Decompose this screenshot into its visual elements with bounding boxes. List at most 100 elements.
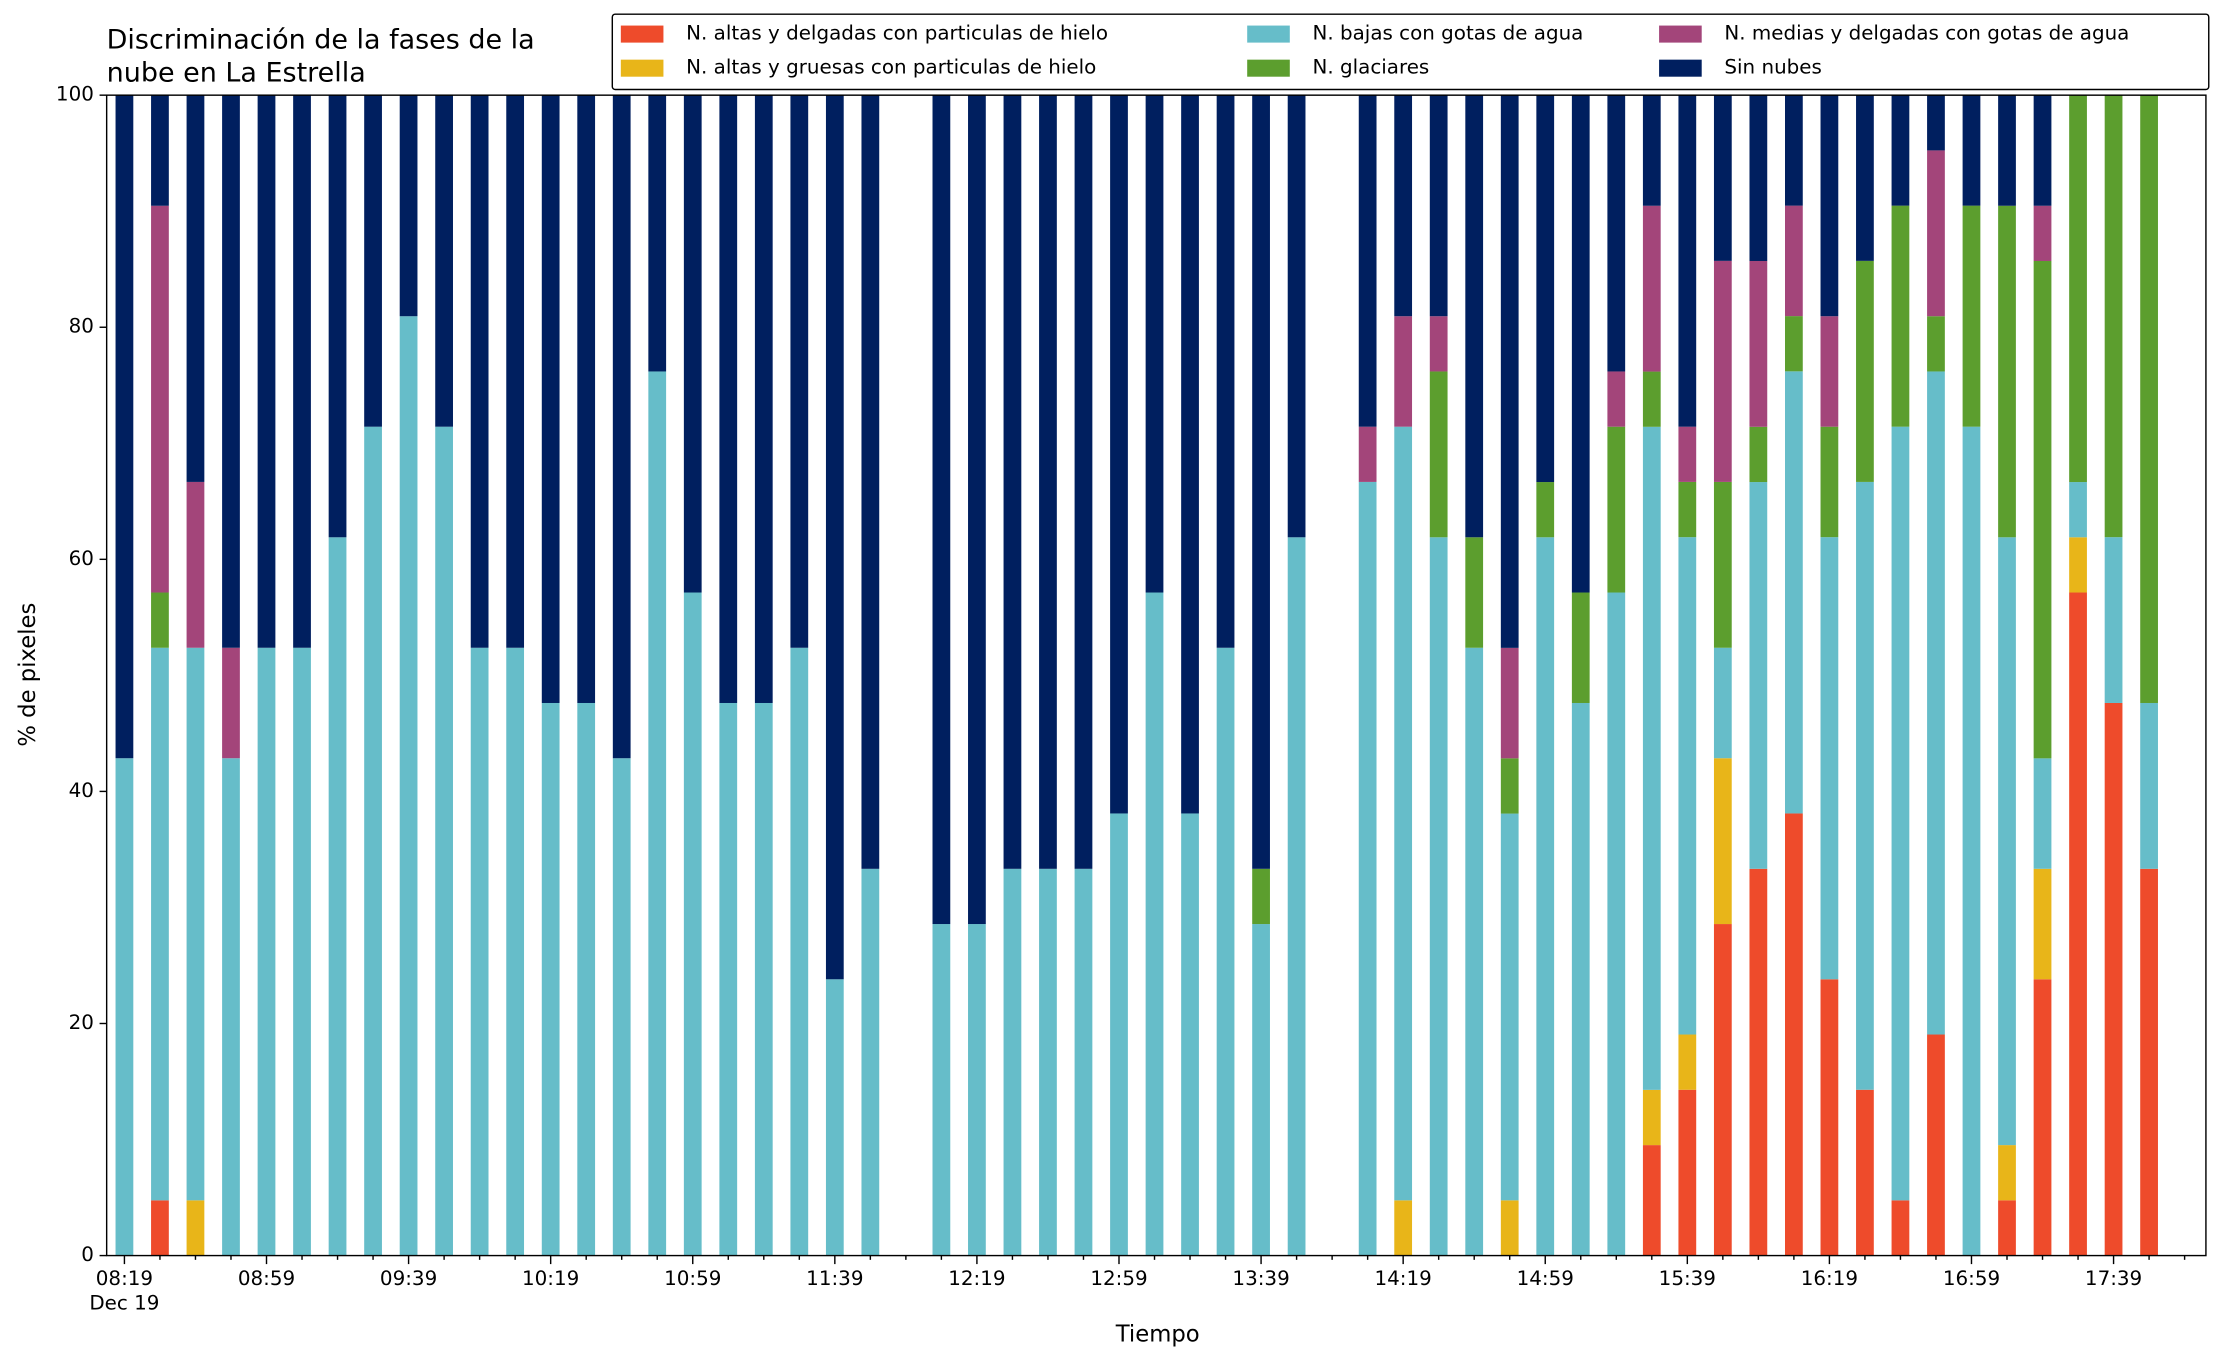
bar-segment [1500, 813, 1519, 1201]
bar-segment [1998, 1145, 2016, 1201]
bar-segment [399, 316, 418, 1256]
bar-segment [1465, 537, 1484, 648]
x-tick-label: 13:39 [1232, 1267, 1289, 1290]
bar-segment [186, 95, 205, 482]
bar-segment [1429, 537, 1448, 1256]
bar-segment [1536, 482, 1555, 538]
bar-segment [222, 758, 240, 1256]
bar-segment [1642, 1145, 1661, 1256]
x-tick-label: 09:39 [380, 1267, 437, 1290]
bar-segment [328, 95, 347, 538]
bar-segment [470, 647, 489, 1256]
y-tick-label: 40 [69, 779, 94, 802]
bar-segment [1998, 1200, 2016, 1256]
bar-segment [2104, 537, 2123, 703]
x-tick-label: 11:39 [806, 1267, 863, 1290]
bar-segment [1749, 482, 1768, 869]
bar-segment [1713, 260, 1732, 482]
bar-segment [222, 647, 240, 759]
bar-segment [1287, 95, 1306, 538]
bar-segment [1394, 426, 1413, 1201]
legend-swatch [1247, 59, 1290, 77]
bar-segment [151, 95, 169, 206]
legend-box [611, 13, 2210, 91]
bar-segment [1394, 316, 1413, 427]
bar-segment [2104, 702, 2123, 1256]
bar-segment [435, 95, 453, 427]
bar-segment [1394, 95, 1413, 317]
bar-segment [1891, 1200, 1910, 1256]
bar-segment [115, 758, 134, 1256]
bar-segment [1642, 371, 1661, 427]
bar-segment [151, 1200, 169, 1256]
bar-segment [1465, 647, 1484, 1256]
bar-segment [1891, 426, 1910, 1201]
bar-segment [1856, 1089, 1874, 1256]
bar-segment [1642, 426, 1661, 1090]
bar-segment [683, 95, 702, 593]
bar-segment [1110, 95, 1128, 814]
bar-segment [1678, 1034, 1697, 1090]
x-tick-label: 12:19 [948, 1267, 1005, 1290]
bar-segment [1465, 95, 1484, 538]
bar-segment [1713, 95, 1732, 261]
bar-segment [1500, 1200, 1519, 1256]
legend-label: N. medias y delgadas con gotas de agua [1724, 22, 2129, 45]
bar-segment [2140, 95, 2158, 703]
bar-segment [1749, 426, 1768, 483]
bar-segment [541, 95, 560, 703]
bar-segment [506, 95, 525, 648]
y-axis-label: % de pixeles [15, 603, 41, 747]
bar-segment [2033, 260, 2052, 759]
bar-segment [1607, 371, 1626, 427]
bar-segment [222, 95, 240, 648]
bar-segment [1287, 537, 1306, 1256]
x-tick-label: 10:59 [664, 1267, 721, 1290]
x-tick-label: 16:59 [1943, 1267, 2000, 1290]
bar-segment [1785, 316, 1803, 372]
bar-segment [2069, 482, 2087, 538]
bar-segment [506, 647, 525, 1256]
bar-segment [1785, 371, 1803, 814]
x-tick-label: 08:59 [238, 1267, 295, 1290]
bar-segment [364, 426, 382, 1256]
bar-segment [1216, 647, 1235, 1256]
bar-segment [790, 95, 809, 648]
chart-title: Discriminación de la fases de la [107, 25, 535, 56]
bar-segment [1785, 813, 1803, 1256]
bar-segment [1500, 647, 1519, 759]
bar-segment [2140, 702, 2158, 869]
bar-segment [2069, 537, 2087, 593]
bar-segment [1181, 95, 1199, 814]
x-axis-label: Tiempo [1115, 1322, 1200, 1348]
x-tick-label: 14:19 [1375, 1267, 1432, 1290]
bar-segment [968, 924, 986, 1256]
bar-segment [648, 371, 667, 1256]
bar-segment [754, 702, 773, 1256]
bar-segment [1145, 95, 1164, 593]
bar-segment [1678, 537, 1697, 1035]
bar-segment [293, 95, 311, 648]
x-date-label: Dec 19 [89, 1291, 159, 1314]
bar-segment [1252, 95, 1270, 869]
bar-segment [2033, 979, 2052, 1256]
x-tick-label: 16:19 [1801, 1267, 1858, 1290]
bar-segment [1358, 481, 1377, 1256]
bar-segment [328, 537, 347, 1256]
y-tick-label: 100 [56, 83, 94, 106]
bar-segment [1820, 979, 1839, 1256]
bar-segment [861, 95, 880, 869]
bar-segment [1500, 95, 1519, 648]
bar-segment [1642, 205, 1661, 372]
bar-segment [1927, 95, 1945, 151]
bar-segment [825, 95, 844, 980]
x-tick-label: 17:39 [2085, 1267, 2142, 1290]
legend-swatch [1247, 25, 1290, 43]
bar-segment [1429, 316, 1448, 372]
bar-segment [1607, 592, 1626, 1256]
y-tick-label: 60 [69, 547, 94, 570]
bar-segment [1749, 260, 1768, 427]
bar-segment [1927, 371, 1945, 1035]
bar-segment [1181, 813, 1199, 1256]
